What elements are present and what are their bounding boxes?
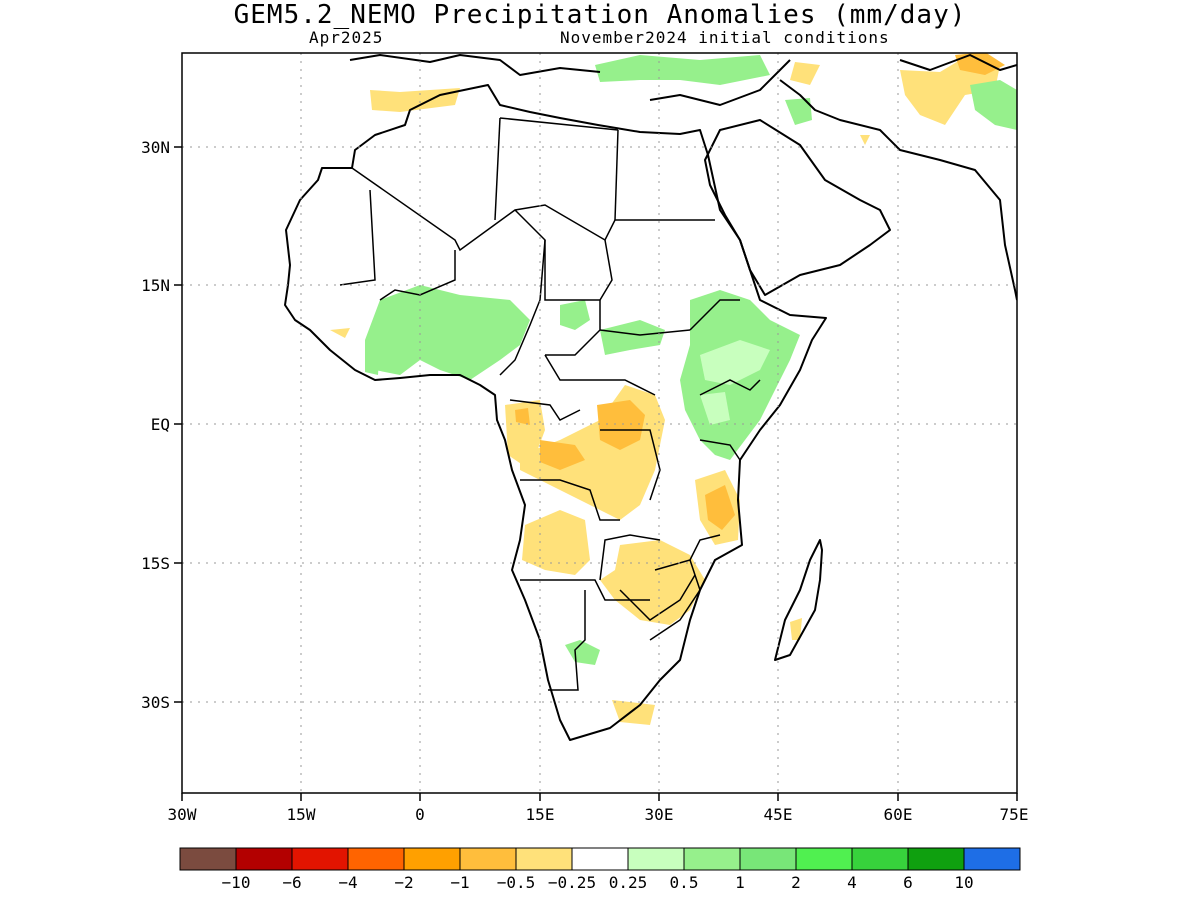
lat-label: 30N [141, 138, 170, 157]
color-legend [179, 847, 1021, 871]
legend-swatch [459, 847, 517, 871]
lat-label: 15N [141, 276, 170, 295]
legend-label: 2 [791, 873, 801, 892]
map-content [182, 53, 1017, 793]
lat-label: 15S [141, 554, 170, 573]
axis-ticks [174, 146, 1018, 801]
legend-swatch [403, 847, 461, 871]
legend-label: −0.25 [548, 873, 596, 892]
lon-label: 0 [415, 805, 425, 824]
graticule [182, 53, 1017, 793]
moderate-wet-anomaly-areas [700, 340, 770, 425]
lon-label: 15W [287, 805, 316, 824]
legend-label: 6 [903, 873, 913, 892]
legend-swatch [515, 847, 573, 871]
legend-label: −1 [450, 873, 469, 892]
legend-swatch [347, 847, 405, 871]
lon-label: 45E [764, 805, 793, 824]
legend-swatch [179, 847, 237, 871]
legend-swatch [907, 847, 965, 871]
legend-swatch [291, 847, 349, 871]
legend-label: −4 [338, 873, 357, 892]
lon-label: 30W [168, 805, 197, 824]
lat-label: 30S [141, 693, 170, 712]
country-borders [339, 117, 761, 691]
legend-label: 1 [735, 873, 745, 892]
legend-label: −0.5 [497, 873, 536, 892]
legend-swatch [627, 847, 685, 871]
initial-conditions-label: November2024 initial conditions [560, 28, 890, 47]
legend-label: −10 [222, 873, 251, 892]
moderate-dry-anomaly-areas [515, 53, 1005, 530]
legend-swatch [795, 847, 853, 871]
coastlines [284, 54, 1017, 741]
legend-label: 0.25 [609, 873, 648, 892]
legend-label: 0.5 [670, 873, 699, 892]
dry-anomaly-areas [330, 60, 1000, 725]
lon-labels: 30W 15W 0 15E 30E 45E 60E 75E [168, 805, 1029, 824]
legend-label: 10 [954, 873, 973, 892]
legend-swatch [235, 847, 293, 871]
legend-label: −6 [282, 873, 301, 892]
lat-labels: 30N 15N EQ 15S 30S [141, 138, 170, 712]
map-frame [181, 52, 1018, 794]
lon-label: 60E [884, 805, 913, 824]
color-legend-labels: −10 −6 −4 −2 −1 −0.5 −0.25 0.25 0.5 1 2 4 6 10 [222, 873, 974, 892]
lon-label: 75E [1000, 805, 1029, 824]
lon-label: 15E [526, 805, 555, 824]
legend-swatch [739, 847, 797, 871]
legend-label: 4 [847, 873, 857, 892]
legend-swatch [683, 847, 741, 871]
legend-swatch [571, 847, 629, 871]
lat-label: EQ [151, 415, 170, 434]
legend-swatch [851, 847, 909, 871]
legend-swatch [963, 847, 1021, 871]
valid-month-label: Apr2025 [309, 28, 384, 47]
lon-label: 30E [645, 805, 674, 824]
legend-label: −2 [394, 873, 413, 892]
map-title: GEM5.2_NEMO Precipitation Anomalies (mm/… [233, 0, 967, 30]
